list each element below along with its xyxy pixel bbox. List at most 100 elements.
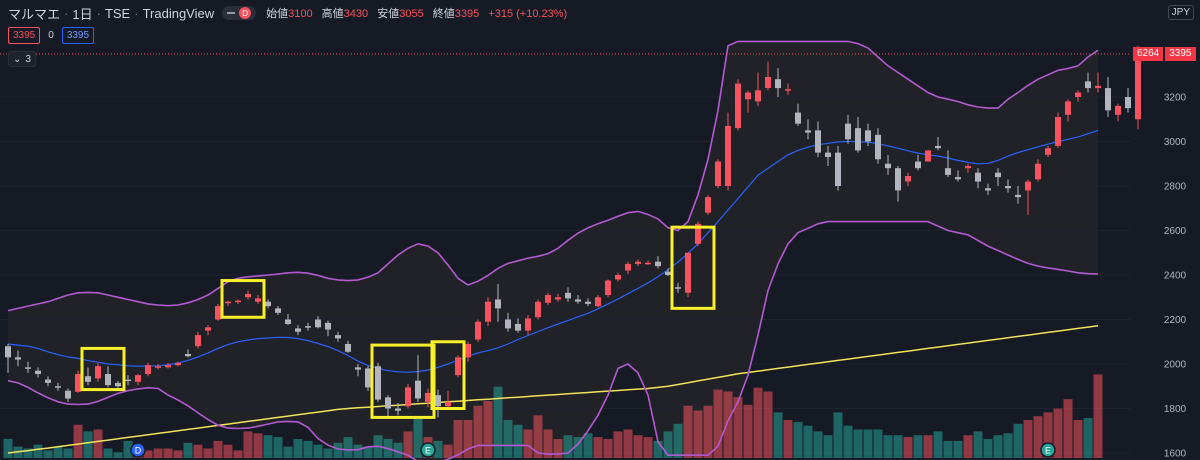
highlight-box <box>430 340 466 410</box>
volume-bar <box>343 437 353 458</box>
candle-body <box>1115 105 1121 115</box>
volume-bar <box>403 431 413 458</box>
buy-button[interactable]: 3395 <box>61 27 95 44</box>
candle-body <box>295 328 301 332</box>
candle-body <box>1065 101 1071 115</box>
candle-body <box>835 152 841 186</box>
volume-bar <box>333 442 343 458</box>
candle-body <box>625 263 631 271</box>
volume-bar <box>273 437 283 458</box>
volume-bar <box>933 431 943 458</box>
volume-bar <box>1003 433 1013 458</box>
price-axis[interactable]: 1600 1800 2000 2200 2400 2600 2800 3000 3200 <box>1164 93 1187 460</box>
candle-body <box>255 298 261 302</box>
currency-button[interactable]: JPY <box>1167 5 1194 20</box>
candle-body <box>645 262 651 265</box>
last-price-tag: 6264 3395 <box>1133 47 1196 61</box>
chart-legend: マルマエ · 1日 · TSE · TradingView D 始値3100 高… <box>8 4 573 22</box>
volume-bar <box>73 424 83 458</box>
volume-bar <box>713 389 723 458</box>
highlight-boxes <box>80 225 716 419</box>
candle-body <box>1095 85 1101 89</box>
low-value: 3055 <box>399 8 424 20</box>
candle-body <box>245 293 251 298</box>
volume-bar <box>883 435 893 458</box>
high-label: 高値 <box>321 8 344 20</box>
candle-body <box>665 271 671 275</box>
candle-body <box>515 323 521 331</box>
candle-body <box>1075 92 1081 97</box>
exchange-label: TSE <box>104 5 131 21</box>
candle-body <box>595 297 601 307</box>
highlight-box <box>370 343 436 419</box>
volume-bar <box>1093 374 1103 458</box>
candle-body <box>55 386 61 388</box>
volume-bar <box>293 439 303 458</box>
candle-body <box>485 301 491 322</box>
volume-bar <box>1033 416 1043 458</box>
volume-bar <box>683 405 693 458</box>
volume-bar <box>873 429 883 458</box>
candle-body <box>965 165 971 169</box>
candle-body <box>985 188 991 191</box>
candle-body <box>215 306 221 320</box>
candle-body <box>405 387 411 407</box>
sell-button[interactable]: 3395 <box>8 27 41 44</box>
volume-bar <box>573 437 583 458</box>
volume-bar <box>163 448 173 458</box>
volume-bar <box>853 429 863 458</box>
volume-bar <box>3 439 13 458</box>
volume-bar <box>123 440 133 458</box>
volume-bar <box>203 448 213 458</box>
candle-body <box>705 197 711 213</box>
candle-body <box>135 375 141 382</box>
dash-icon <box>227 12 236 14</box>
price-tick-label: 3200 <box>1164 93 1187 104</box>
chevron-down-icon: ⌄ <box>13 53 22 65</box>
volume-bar <box>673 423 683 458</box>
volume-bar <box>1043 412 1053 458</box>
price-tick-label: 3000 <box>1164 137 1187 148</box>
market-status-pill[interactable]: D <box>222 6 257 20</box>
symbol-name[interactable]: マルマエ <box>8 6 61 22</box>
candle-body <box>565 292 571 299</box>
trade-buttons: 3395 0 3395 <box>8 27 95 44</box>
candle-body <box>555 297 561 300</box>
volume-bar <box>633 435 643 458</box>
price-tick-label: 2400 <box>1164 271 1187 282</box>
candle-body <box>605 280 611 296</box>
candle-body <box>305 326 311 328</box>
candle-body <box>535 301 541 318</box>
open-label: 始値 <box>266 8 289 20</box>
volume-bar <box>283 446 293 458</box>
candle-body <box>855 128 861 151</box>
candle-body <box>475 321 481 340</box>
candle-body <box>945 168 951 175</box>
bollinger-upper-line <box>7 40 1099 312</box>
volume-bar <box>923 435 933 458</box>
volume-bar <box>1053 408 1063 458</box>
volume-bar <box>903 437 913 458</box>
interval-label[interactable]: 1日 <box>72 6 93 22</box>
highlight-box <box>220 279 266 319</box>
volume-bar <box>913 435 923 458</box>
candle-body <box>175 362 181 366</box>
volume-bar <box>1013 423 1023 458</box>
candle-body <box>785 89 791 91</box>
candle-body <box>425 392 431 402</box>
candle-body <box>925 150 931 162</box>
indicators-toggle-button[interactable]: ⌄ 3 <box>8 51 36 67</box>
candle-body <box>1135 53 1141 120</box>
last-price-value: 3395 <box>1165 47 1196 61</box>
price-tick-label: 2200 <box>1164 315 1187 326</box>
source-label: TradingView <box>142 5 215 21</box>
candle-body <box>155 366 161 368</box>
candle-body <box>695 223 701 244</box>
volume-bar <box>593 437 603 458</box>
volume-bar <box>113 452 123 458</box>
candle-body <box>525 318 531 331</box>
candle-body <box>1105 88 1111 111</box>
bollinger-mid-line <box>7 129 1099 373</box>
volume-bar <box>803 425 813 458</box>
